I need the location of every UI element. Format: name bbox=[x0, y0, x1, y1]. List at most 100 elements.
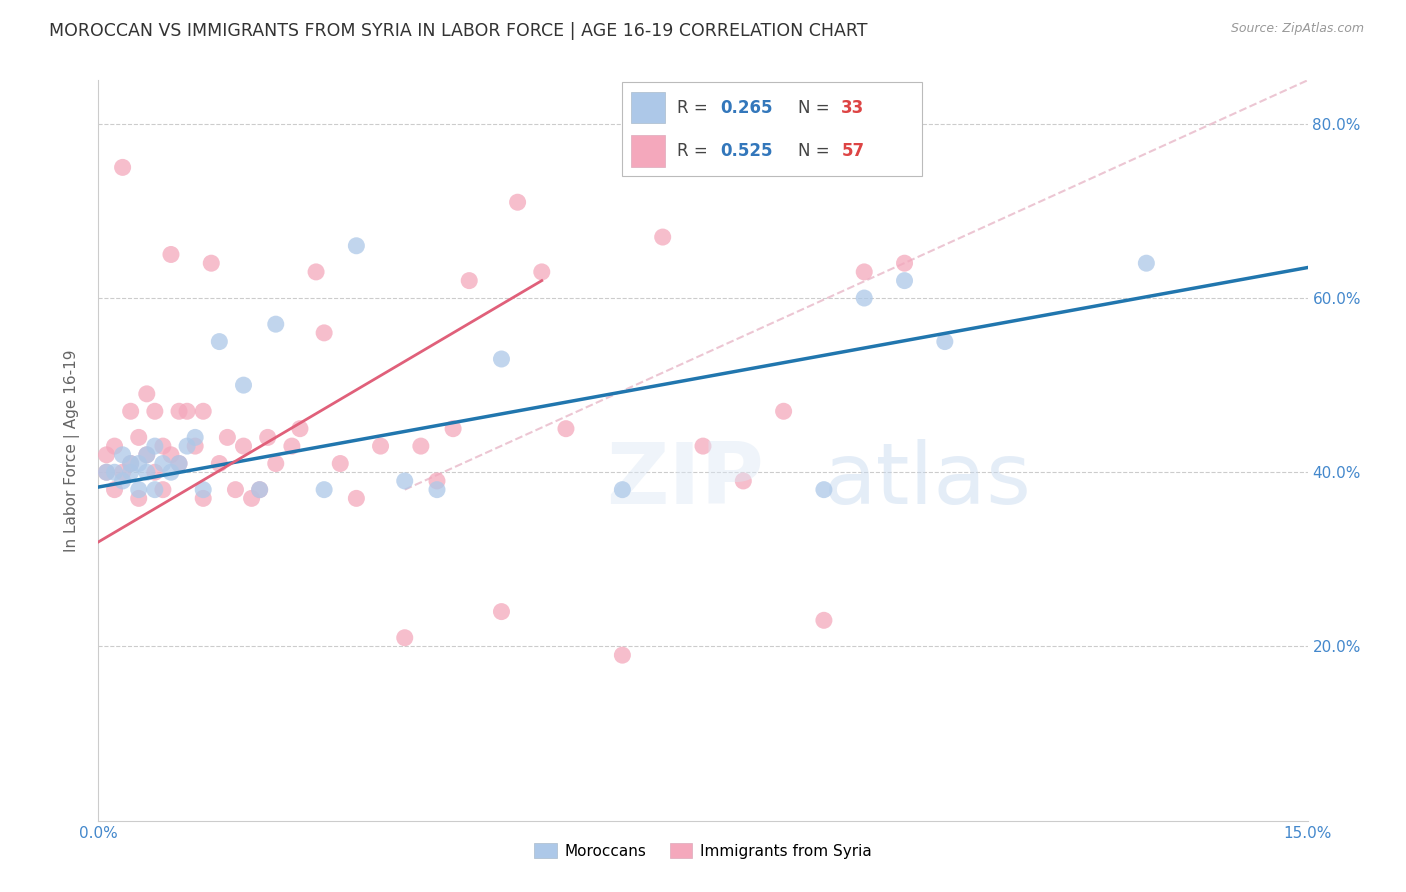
Point bbox=[893, 256, 915, 270]
Point bbox=[160, 448, 183, 462]
Point bbox=[135, 387, 157, 401]
Text: ZIP: ZIP bbox=[606, 439, 763, 522]
Point bbox=[329, 457, 352, 471]
Point bbox=[96, 465, 118, 479]
Point bbox=[893, 274, 915, 288]
Point bbox=[208, 334, 231, 349]
Point bbox=[120, 457, 142, 471]
Point bbox=[934, 334, 956, 349]
Point bbox=[772, 404, 794, 418]
Point bbox=[208, 457, 231, 471]
Point bbox=[152, 483, 174, 497]
Point bbox=[120, 404, 142, 418]
Point bbox=[249, 483, 271, 497]
Point bbox=[491, 351, 513, 366]
Point bbox=[143, 483, 166, 497]
Point bbox=[96, 465, 118, 479]
Point bbox=[394, 631, 416, 645]
Point bbox=[143, 465, 166, 479]
Point bbox=[193, 483, 215, 497]
Point bbox=[530, 265, 553, 279]
Point bbox=[813, 613, 835, 627]
Point bbox=[200, 256, 222, 270]
Point bbox=[111, 465, 134, 479]
Point bbox=[264, 457, 287, 471]
Point bbox=[314, 326, 336, 340]
Point bbox=[612, 483, 634, 497]
Point bbox=[394, 474, 416, 488]
Point bbox=[103, 439, 125, 453]
Point bbox=[288, 422, 311, 436]
Point bbox=[853, 265, 876, 279]
Point bbox=[184, 439, 207, 453]
Point bbox=[103, 483, 125, 497]
Point bbox=[281, 439, 304, 453]
Point bbox=[344, 239, 367, 253]
Text: Source: ZipAtlas.com: Source: ZipAtlas.com bbox=[1230, 22, 1364, 36]
Legend: Moroccans, Immigrants from Syria: Moroccans, Immigrants from Syria bbox=[529, 837, 877, 865]
Point bbox=[176, 439, 198, 453]
Point bbox=[651, 230, 673, 244]
Point bbox=[167, 404, 190, 418]
Point bbox=[120, 457, 142, 471]
Point bbox=[135, 448, 157, 462]
Point bbox=[128, 457, 150, 471]
Point bbox=[103, 465, 125, 479]
Point bbox=[733, 474, 755, 488]
Point bbox=[264, 317, 287, 331]
Point bbox=[370, 439, 392, 453]
Point bbox=[249, 483, 271, 497]
Point bbox=[160, 465, 183, 479]
Point bbox=[160, 247, 183, 261]
Y-axis label: In Labor Force | Age 16-19: In Labor Force | Age 16-19 bbox=[63, 349, 80, 552]
Point bbox=[506, 195, 529, 210]
Text: MOROCCAN VS IMMIGRANTS FROM SYRIA IN LABOR FORCE | AGE 16-19 CORRELATION CHART: MOROCCAN VS IMMIGRANTS FROM SYRIA IN LAB… bbox=[49, 22, 868, 40]
Point bbox=[152, 457, 174, 471]
Point bbox=[813, 483, 835, 497]
Text: R =: R = bbox=[678, 99, 713, 117]
Point bbox=[111, 448, 134, 462]
Point bbox=[135, 465, 157, 479]
Point bbox=[120, 465, 142, 479]
Point bbox=[344, 491, 367, 506]
Text: atlas: atlas bbox=[824, 439, 1032, 522]
Text: 33: 33 bbox=[841, 99, 865, 117]
Point bbox=[193, 404, 215, 418]
Point bbox=[128, 483, 150, 497]
Point bbox=[167, 457, 190, 471]
Point bbox=[1135, 256, 1157, 270]
Text: R =: R = bbox=[678, 142, 713, 160]
Point bbox=[491, 605, 513, 619]
Point bbox=[143, 404, 166, 418]
Point bbox=[441, 422, 464, 436]
Point bbox=[409, 439, 432, 453]
Point bbox=[314, 483, 336, 497]
Point bbox=[217, 430, 239, 444]
Point bbox=[167, 457, 190, 471]
Point bbox=[426, 474, 449, 488]
Text: 57: 57 bbox=[841, 142, 865, 160]
Point bbox=[692, 439, 714, 453]
Point bbox=[184, 430, 207, 444]
Point bbox=[128, 430, 150, 444]
Point bbox=[135, 448, 157, 462]
Point bbox=[612, 648, 634, 662]
Text: 0.525: 0.525 bbox=[721, 142, 773, 160]
Point bbox=[111, 161, 134, 175]
Point bbox=[426, 483, 449, 497]
Point bbox=[240, 491, 263, 506]
Text: N =: N = bbox=[799, 142, 835, 160]
Point bbox=[143, 439, 166, 453]
Point bbox=[96, 448, 118, 462]
Point bbox=[111, 474, 134, 488]
Point bbox=[256, 430, 278, 444]
Text: 0.265: 0.265 bbox=[721, 99, 773, 117]
Bar bbox=[631, 136, 665, 167]
Point bbox=[458, 274, 481, 288]
FancyBboxPatch shape bbox=[621, 82, 922, 177]
Point bbox=[232, 378, 254, 392]
Point bbox=[193, 491, 215, 506]
Point bbox=[176, 404, 198, 418]
Point bbox=[853, 291, 876, 305]
Point bbox=[305, 265, 328, 279]
